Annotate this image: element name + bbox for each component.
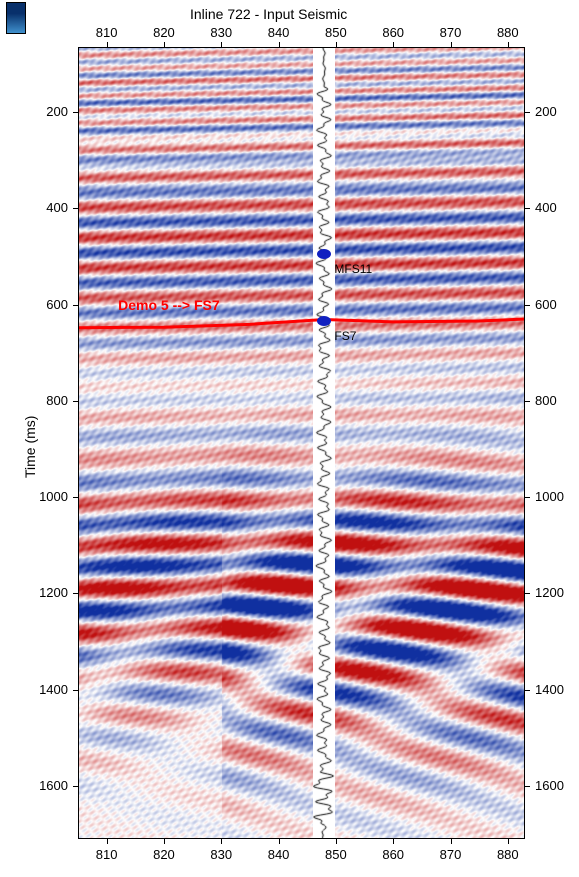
colorbar-fragment bbox=[6, 2, 26, 34]
x-tick-top-850: 850 bbox=[325, 25, 347, 40]
y-tick-right-800: 800 bbox=[535, 393, 557, 408]
x-tick-top-870: 870 bbox=[440, 25, 462, 40]
x-tick-bottom-850: 850 bbox=[325, 847, 347, 862]
x-tick-bottom-820: 820 bbox=[153, 847, 175, 862]
y-tick-left-1400: 1400 bbox=[39, 682, 68, 697]
x-tick-bottom-840: 840 bbox=[268, 847, 290, 862]
y-tick-left-600: 600 bbox=[46, 297, 68, 312]
y-tick-left-1000: 1000 bbox=[39, 489, 68, 504]
x-tick-bottom-880: 880 bbox=[497, 847, 519, 862]
x-tick-top-860: 860 bbox=[382, 25, 404, 40]
plot-title: Inline 722 - Input Seismic bbox=[190, 6, 347, 22]
y-tick-right-1000: 1000 bbox=[535, 489, 564, 504]
x-tick-bottom-860: 860 bbox=[382, 847, 404, 862]
y-tick-right-600: 600 bbox=[535, 297, 557, 312]
y-tick-left-1200: 1200 bbox=[39, 585, 68, 600]
x-tick-bottom-830: 830 bbox=[210, 847, 232, 862]
y-tick-right-1600: 1600 bbox=[535, 778, 564, 793]
y-tick-left-800: 800 bbox=[46, 393, 68, 408]
y-tick-left-200: 200 bbox=[46, 104, 68, 119]
x-tick-top-810: 810 bbox=[96, 25, 118, 40]
x-tick-top-880: 880 bbox=[497, 25, 519, 40]
y-tick-left-400: 400 bbox=[46, 200, 68, 215]
y-tick-right-1200: 1200 bbox=[535, 585, 564, 600]
y-tick-right-400: 400 bbox=[535, 200, 557, 215]
x-tick-top-840: 840 bbox=[268, 25, 290, 40]
y-tick-left-1600: 1600 bbox=[39, 778, 68, 793]
y-tick-right-200: 200 bbox=[535, 104, 557, 119]
plot-frame bbox=[78, 47, 525, 839]
y-tick-right-1400: 1400 bbox=[535, 682, 564, 697]
y-axis-label: Time (ms) bbox=[22, 398, 38, 478]
x-tick-top-830: 830 bbox=[210, 25, 232, 40]
x-tick-bottom-870: 870 bbox=[440, 847, 462, 862]
x-tick-bottom-810: 810 bbox=[96, 847, 118, 862]
x-tick-top-820: 820 bbox=[153, 25, 175, 40]
